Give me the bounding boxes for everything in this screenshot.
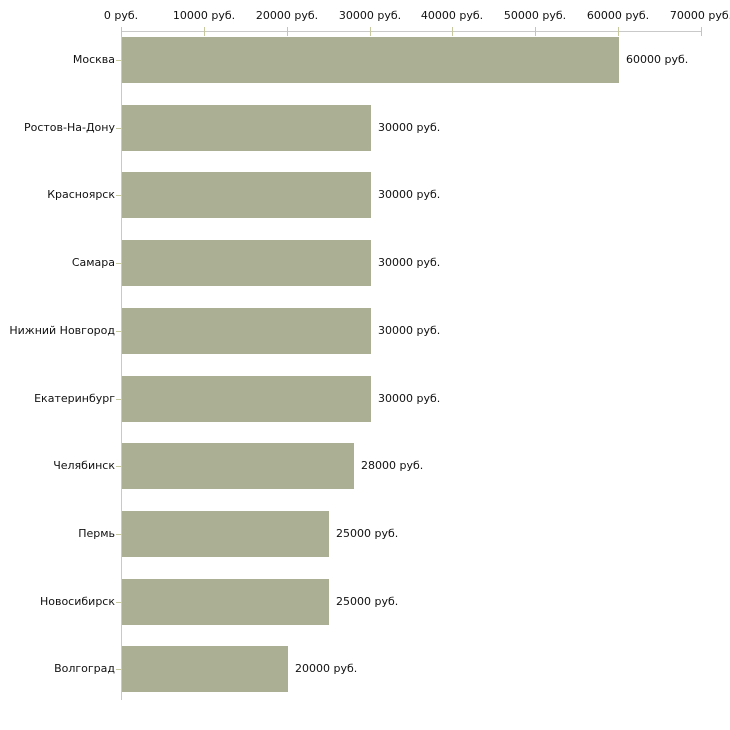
value-label: 30000 руб.: [378, 256, 441, 269]
value-label: 30000 руб.: [378, 392, 441, 405]
y-axis-tick: [116, 263, 121, 264]
x-axis-tick-label: 60000 руб.: [586, 9, 650, 22]
value-label: 25000 руб.: [336, 527, 399, 540]
category-label: Новосибирск: [39, 595, 115, 608]
x-axis-tick: [535, 27, 536, 36]
x-axis-tick: [452, 27, 453, 36]
x-axis-tick: [618, 27, 619, 36]
bar: [122, 511, 329, 557]
value-label: 30000 руб.: [378, 188, 441, 201]
category-label: Нижний Новгород: [9, 324, 115, 337]
y-axis-tick: [116, 602, 121, 603]
y-axis-tick: [116, 60, 121, 61]
x-axis-tick: [204, 27, 205, 36]
x-axis-tick: [287, 27, 288, 36]
bar: [122, 105, 371, 151]
x-axis-line: [121, 31, 701, 32]
y-axis-tick: [116, 669, 121, 670]
bar: [122, 37, 619, 83]
y-axis-tick: [116, 534, 121, 535]
value-label: 25000 руб.: [336, 595, 399, 608]
bar: [122, 240, 371, 286]
x-axis-tick-label: 70000 руб.: [669, 9, 730, 22]
y-axis-tick: [116, 331, 121, 332]
bar: [122, 646, 288, 692]
x-axis-tick-label: 40000 руб.: [420, 9, 484, 22]
category-label: Пермь: [78, 527, 115, 540]
x-axis-tick-label: 50000 руб.: [503, 9, 567, 22]
x-axis-tick-label: 20000 руб.: [255, 9, 319, 22]
bar: [122, 308, 371, 354]
y-axis-tick: [116, 399, 121, 400]
x-axis-tick-label: 10000 руб.: [172, 9, 236, 22]
value-label: 30000 руб.: [378, 121, 441, 134]
value-label: 30000 руб.: [378, 324, 441, 337]
category-label: Ростов-На-Дону: [23, 121, 115, 134]
y-axis-tick: [116, 195, 121, 196]
bar: [122, 579, 329, 625]
category-label: Челябинск: [53, 459, 115, 472]
value-label: 60000 руб.: [626, 53, 689, 66]
x-axis-tick: [370, 27, 371, 36]
category-label: Красноярск: [47, 188, 115, 201]
x-axis-tick: [701, 27, 702, 36]
category-label: Волгоград: [54, 662, 115, 675]
y-axis-line: [121, 31, 122, 700]
x-axis-tick-label: 0 руб.: [103, 9, 139, 22]
y-axis-tick: [116, 466, 121, 467]
bar: [122, 172, 371, 218]
category-label: Самара: [71, 256, 115, 269]
x-axis-tick-label: 30000 руб.: [338, 9, 402, 22]
value-label: 28000 руб.: [361, 459, 424, 472]
x-axis-tick: [121, 27, 122, 36]
bar: [122, 443, 354, 489]
category-label: Москва: [72, 53, 115, 66]
bar: [122, 376, 371, 422]
value-label: 20000 руб.: [295, 662, 358, 675]
y-axis-tick: [116, 128, 121, 129]
category-label: Екатеринбург: [34, 392, 115, 405]
